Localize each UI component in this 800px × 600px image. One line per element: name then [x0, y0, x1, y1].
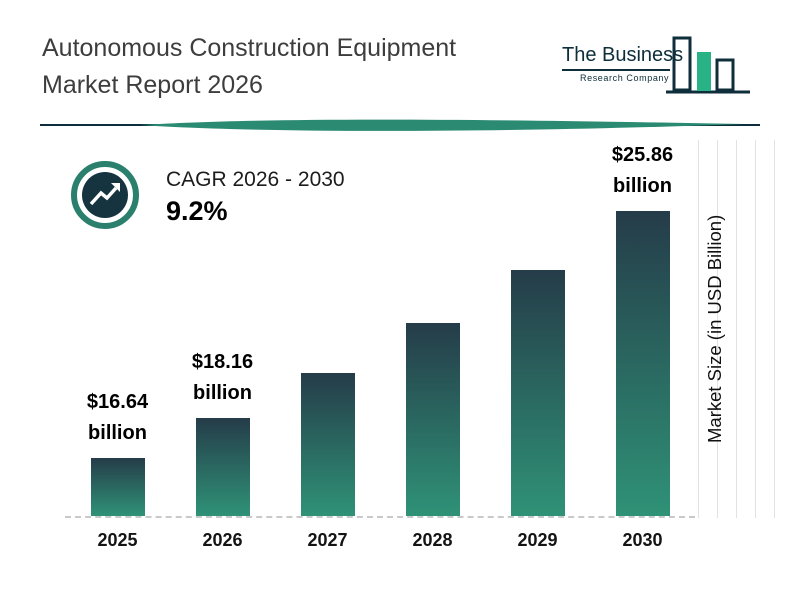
divider-swoosh — [40, 119, 760, 131]
bar-column — [380, 140, 485, 516]
bar-column — [275, 140, 380, 516]
x-axis-labels: 2025 2026 2027 2028 2029 2030 — [65, 530, 695, 551]
bar-value-label: $16.64 billion — [86, 391, 149, 444]
cagr-value: 9.2% — [166, 196, 228, 226]
x-axis-label: 2027 — [307, 530, 348, 550]
x-axis-label: 2025 — [97, 530, 138, 550]
logo-subtitle: Research Company — [580, 73, 670, 83]
x-axis-label: 2029 — [517, 530, 558, 550]
x-axis-label: 2026 — [202, 530, 243, 550]
bar-value-label: $18.16 billion — [191, 351, 254, 404]
page-title-line2: Market Report 2026 — [42, 71, 263, 99]
bar-column: $18.16 billion — [170, 140, 275, 516]
bar-column: $25.86 billion — [590, 140, 695, 516]
bar-column: $16.64 billion — [65, 140, 170, 516]
bar-value-label: $25.86 billion — [611, 144, 674, 197]
gridlines — [698, 140, 793, 518]
bar-2029 — [510, 270, 565, 516]
x-axis-label: 2030 — [622, 530, 663, 550]
bar-2027 — [300, 373, 355, 516]
y-axis-title: Market Size (in USD Billion) — [704, 214, 725, 444]
bar-2026 — [195, 418, 250, 516]
page-title-line1: Autonomous Construction Equipment — [42, 34, 457, 62]
bar-chart: $16.64 billion $18.16 billion $25.86 billion — [65, 140, 695, 516]
bar-2030 — [615, 211, 670, 516]
logo-name: The Business — [562, 44, 684, 66]
bar-2025 — [90, 458, 145, 516]
cagr-label: CAGR 2026 - 2030 — [166, 168, 345, 191]
trend-up-icon — [71, 161, 139, 229]
bar-column — [485, 140, 590, 516]
logo-underline — [562, 69, 670, 71]
page-title: Autonomous Construction Equipment Market… — [42, 30, 456, 104]
x-axis-label: 2028 — [412, 530, 453, 550]
x-axis-baseline — [65, 516, 695, 518]
bar-chart-logo-icon — [666, 36, 750, 94]
bar-2028 — [405, 323, 460, 516]
